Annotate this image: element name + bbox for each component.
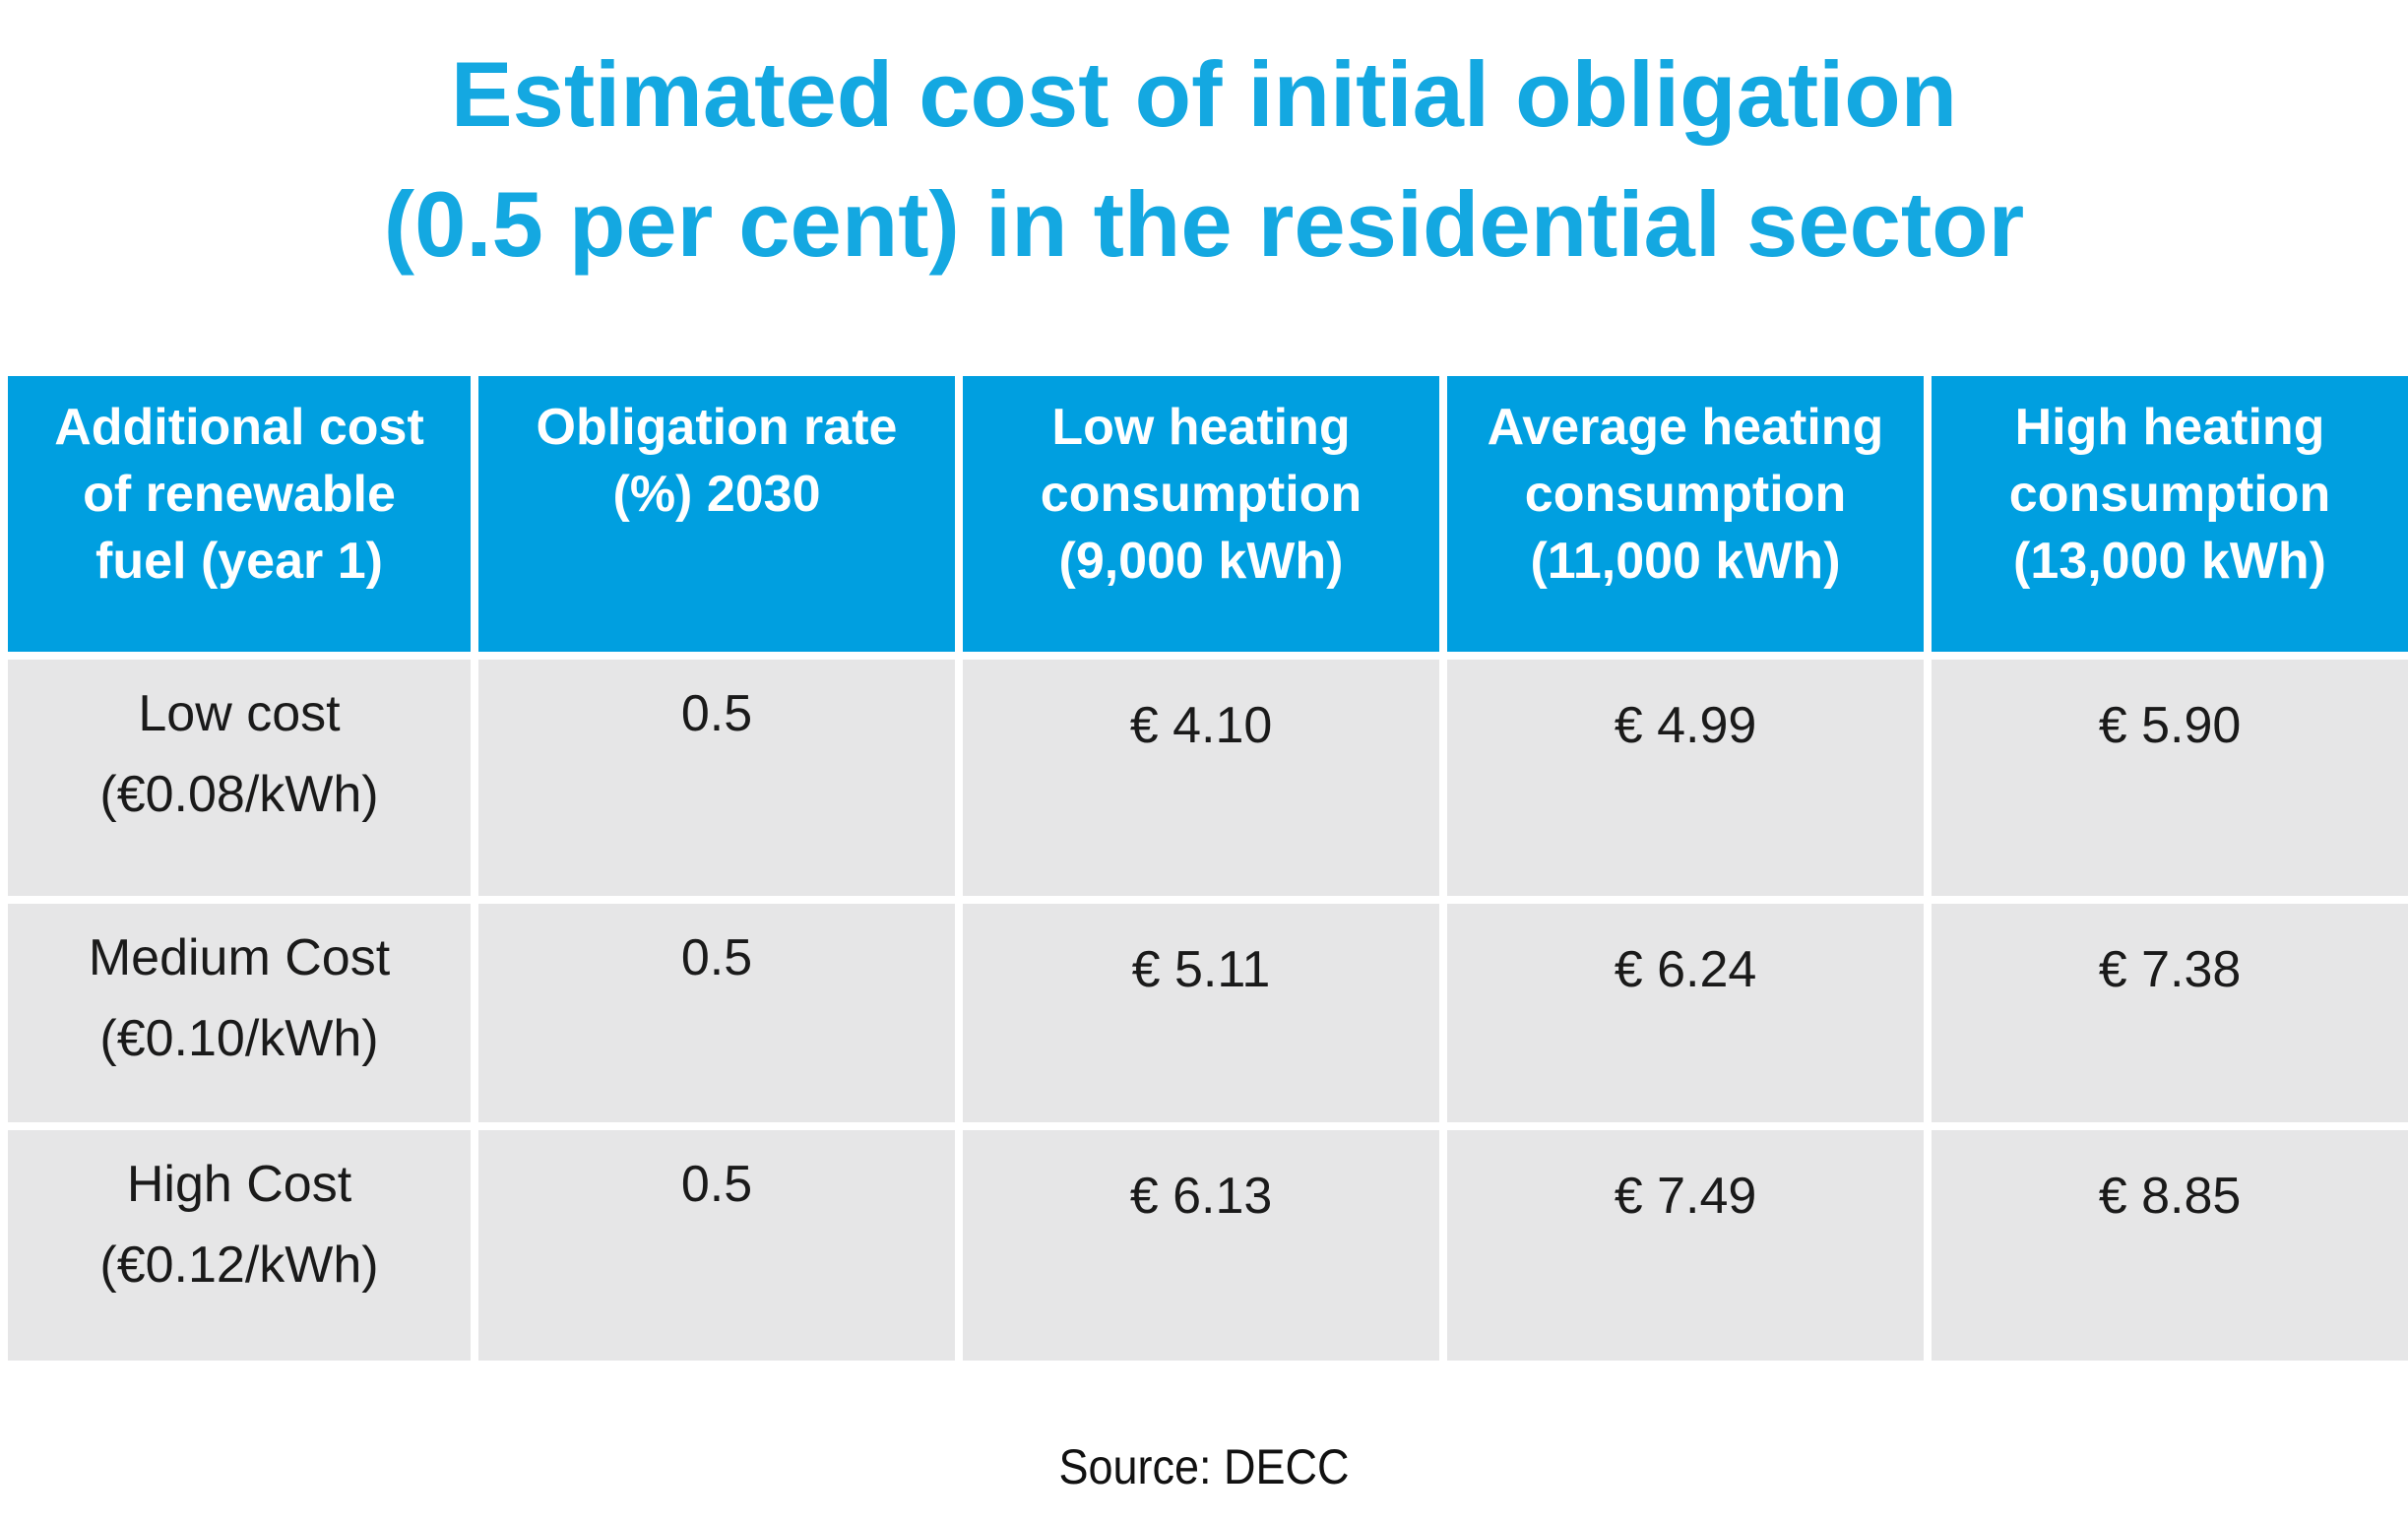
cost-value: € 7.49 [1614,1168,1757,1225]
cost-tier-price: (€0.08/kWh) [99,766,379,823]
cell-average-heating: € 7.49 [1447,1130,1924,1361]
cost-tier-price: (€0.12/kWh) [99,1237,379,1294]
cell-high-heating: € 5.90 [1932,660,2408,896]
cost-tier-price: (€0.10/kWh) [99,1010,379,1067]
cell-obligation-rate: 0.5 [478,904,955,1122]
cell-average-heating: € 6.24 [1447,904,1924,1122]
rate-value: 0.5 [680,929,753,986]
rate-value: 0.5 [680,1156,753,1213]
cell-high-heating: € 7.38 [1932,904,2408,1122]
cell-obligation-rate: 0.5 [478,660,955,896]
cell-cost-tier: Low cost (€0.08/kWh) [8,660,471,896]
table-row: Low cost (€0.08/kWh) 0.5 € 4.10 € 4.99 €… [8,660,2408,896]
header-line: Low heating [1051,399,1351,456]
cost-value: € 5.11 [1131,941,1271,998]
header-high-heating: High heating consumption (13,000 kWh) [1932,376,2408,652]
page-title: Estimated cost of initial obligation (0.… [0,30,2408,289]
table-row: High Cost (€0.12/kWh) 0.5 € 6.13 € 7.49 … [8,1130,2408,1361]
cell-cost-tier: High Cost (€0.12/kWh) [8,1130,471,1361]
header-line: (11,000 kWh) [1530,533,1841,590]
cell-average-heating: € 4.99 [1447,660,1924,896]
header-line: consumption [2008,466,2331,523]
title-line-1: Estimated cost of initial obligation [450,42,1958,146]
cost-value: € 7.38 [2098,941,2242,998]
header-line: of renewable [83,466,396,523]
header-line: (%) 2030 [612,466,821,523]
cell-low-heating: € 6.13 [963,1130,1439,1361]
header-line: Average heating [1487,399,1884,456]
cost-tier-label: High Cost [126,1156,352,1213]
header-line: fuel (year 1) [95,533,383,590]
cell-low-heating: € 4.10 [963,660,1439,896]
cost-tier-label: Low cost [138,685,341,742]
header-row: Additional cost of renewable fuel (year … [8,376,2408,652]
cost-value: € 5.90 [2098,697,2242,754]
header-additional-cost: Additional cost of renewable fuel (year … [8,376,471,652]
cost-value: € 4.10 [1129,697,1273,754]
header-line: consumption [1040,466,1362,523]
cost-value: € 6.24 [1614,941,1757,998]
cell-cost-tier: Medium Cost (€0.10/kWh) [8,904,471,1122]
cell-low-heating: € 5.11 [963,904,1439,1122]
header-line: High heating [2014,399,2325,456]
cost-value: € 4.99 [1614,697,1757,754]
cell-obligation-rate: 0.5 [478,1130,955,1361]
title-line-2: (0.5 per cent) in the residential sector [383,172,2025,276]
table-row: Medium Cost (€0.10/kWh) 0.5 € 5.11 € 6.2… [8,904,2408,1122]
header-line: Additional cost [54,399,424,456]
cost-table: Additional cost of renewable fuel (year … [0,368,2408,1368]
header-line: consumption [1524,466,1847,523]
source-note: Source: DECC [1058,1439,1350,1494]
cell-high-heating: € 8.85 [1932,1130,2408,1361]
cost-value: € 8.85 [2098,1168,2242,1225]
header-line: Obligation rate [536,399,898,456]
header-line: (9,000 kWh) [1058,533,1344,590]
header-obligation-rate: Obligation rate (%) 2030 [478,376,955,652]
rate-value: 0.5 [680,685,753,742]
cost-tier-label: Medium Cost [88,929,391,986]
header-average-heating: Average heating consumption (11,000 kWh) [1447,376,1924,652]
cost-value: € 6.13 [1129,1168,1273,1225]
header-line: (13,000 kWh) [2013,533,2326,590]
header-low-heating: Low heating consumption (9,000 kWh) [963,376,1439,652]
